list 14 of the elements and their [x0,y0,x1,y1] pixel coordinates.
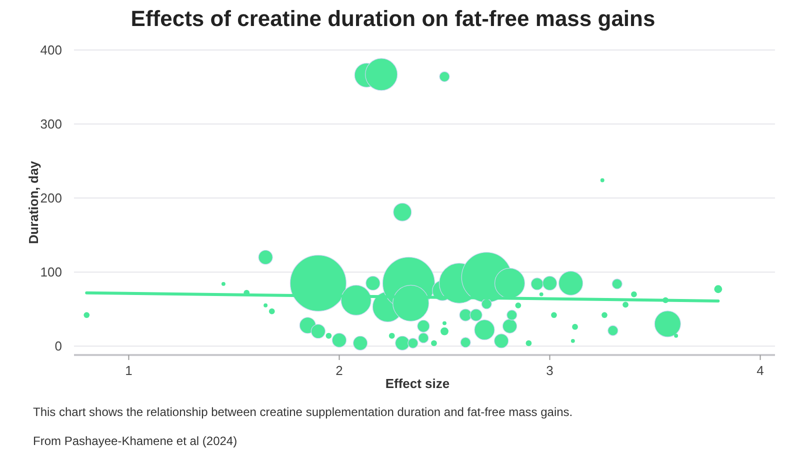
x-axis-title: Effect size [385,376,450,391]
x-tick-label: 1 [125,363,132,378]
y-tick-label: 400 [40,42,62,58]
text: This chart shows the relationship between creatine supplementation duration and fat-free mass gains. [33,405,573,419]
y-tick-label: 100 [40,264,62,280]
y-tick-label: 300 [40,116,62,132]
y-tick-label: 0 [54,338,62,354]
text: From Pashayee-Khamene et al (2024) [33,434,238,448]
y-axis-title: Duration, day [26,160,41,244]
x-tick-label: 4 [756,363,764,378]
y-tick-label: 200 [40,190,62,206]
x-tick-label: 2 [336,363,343,378]
chart-title: Effects of creatine duration on fat-free mass gains [130,6,656,31]
x-tick-label: 3 [546,363,554,378]
